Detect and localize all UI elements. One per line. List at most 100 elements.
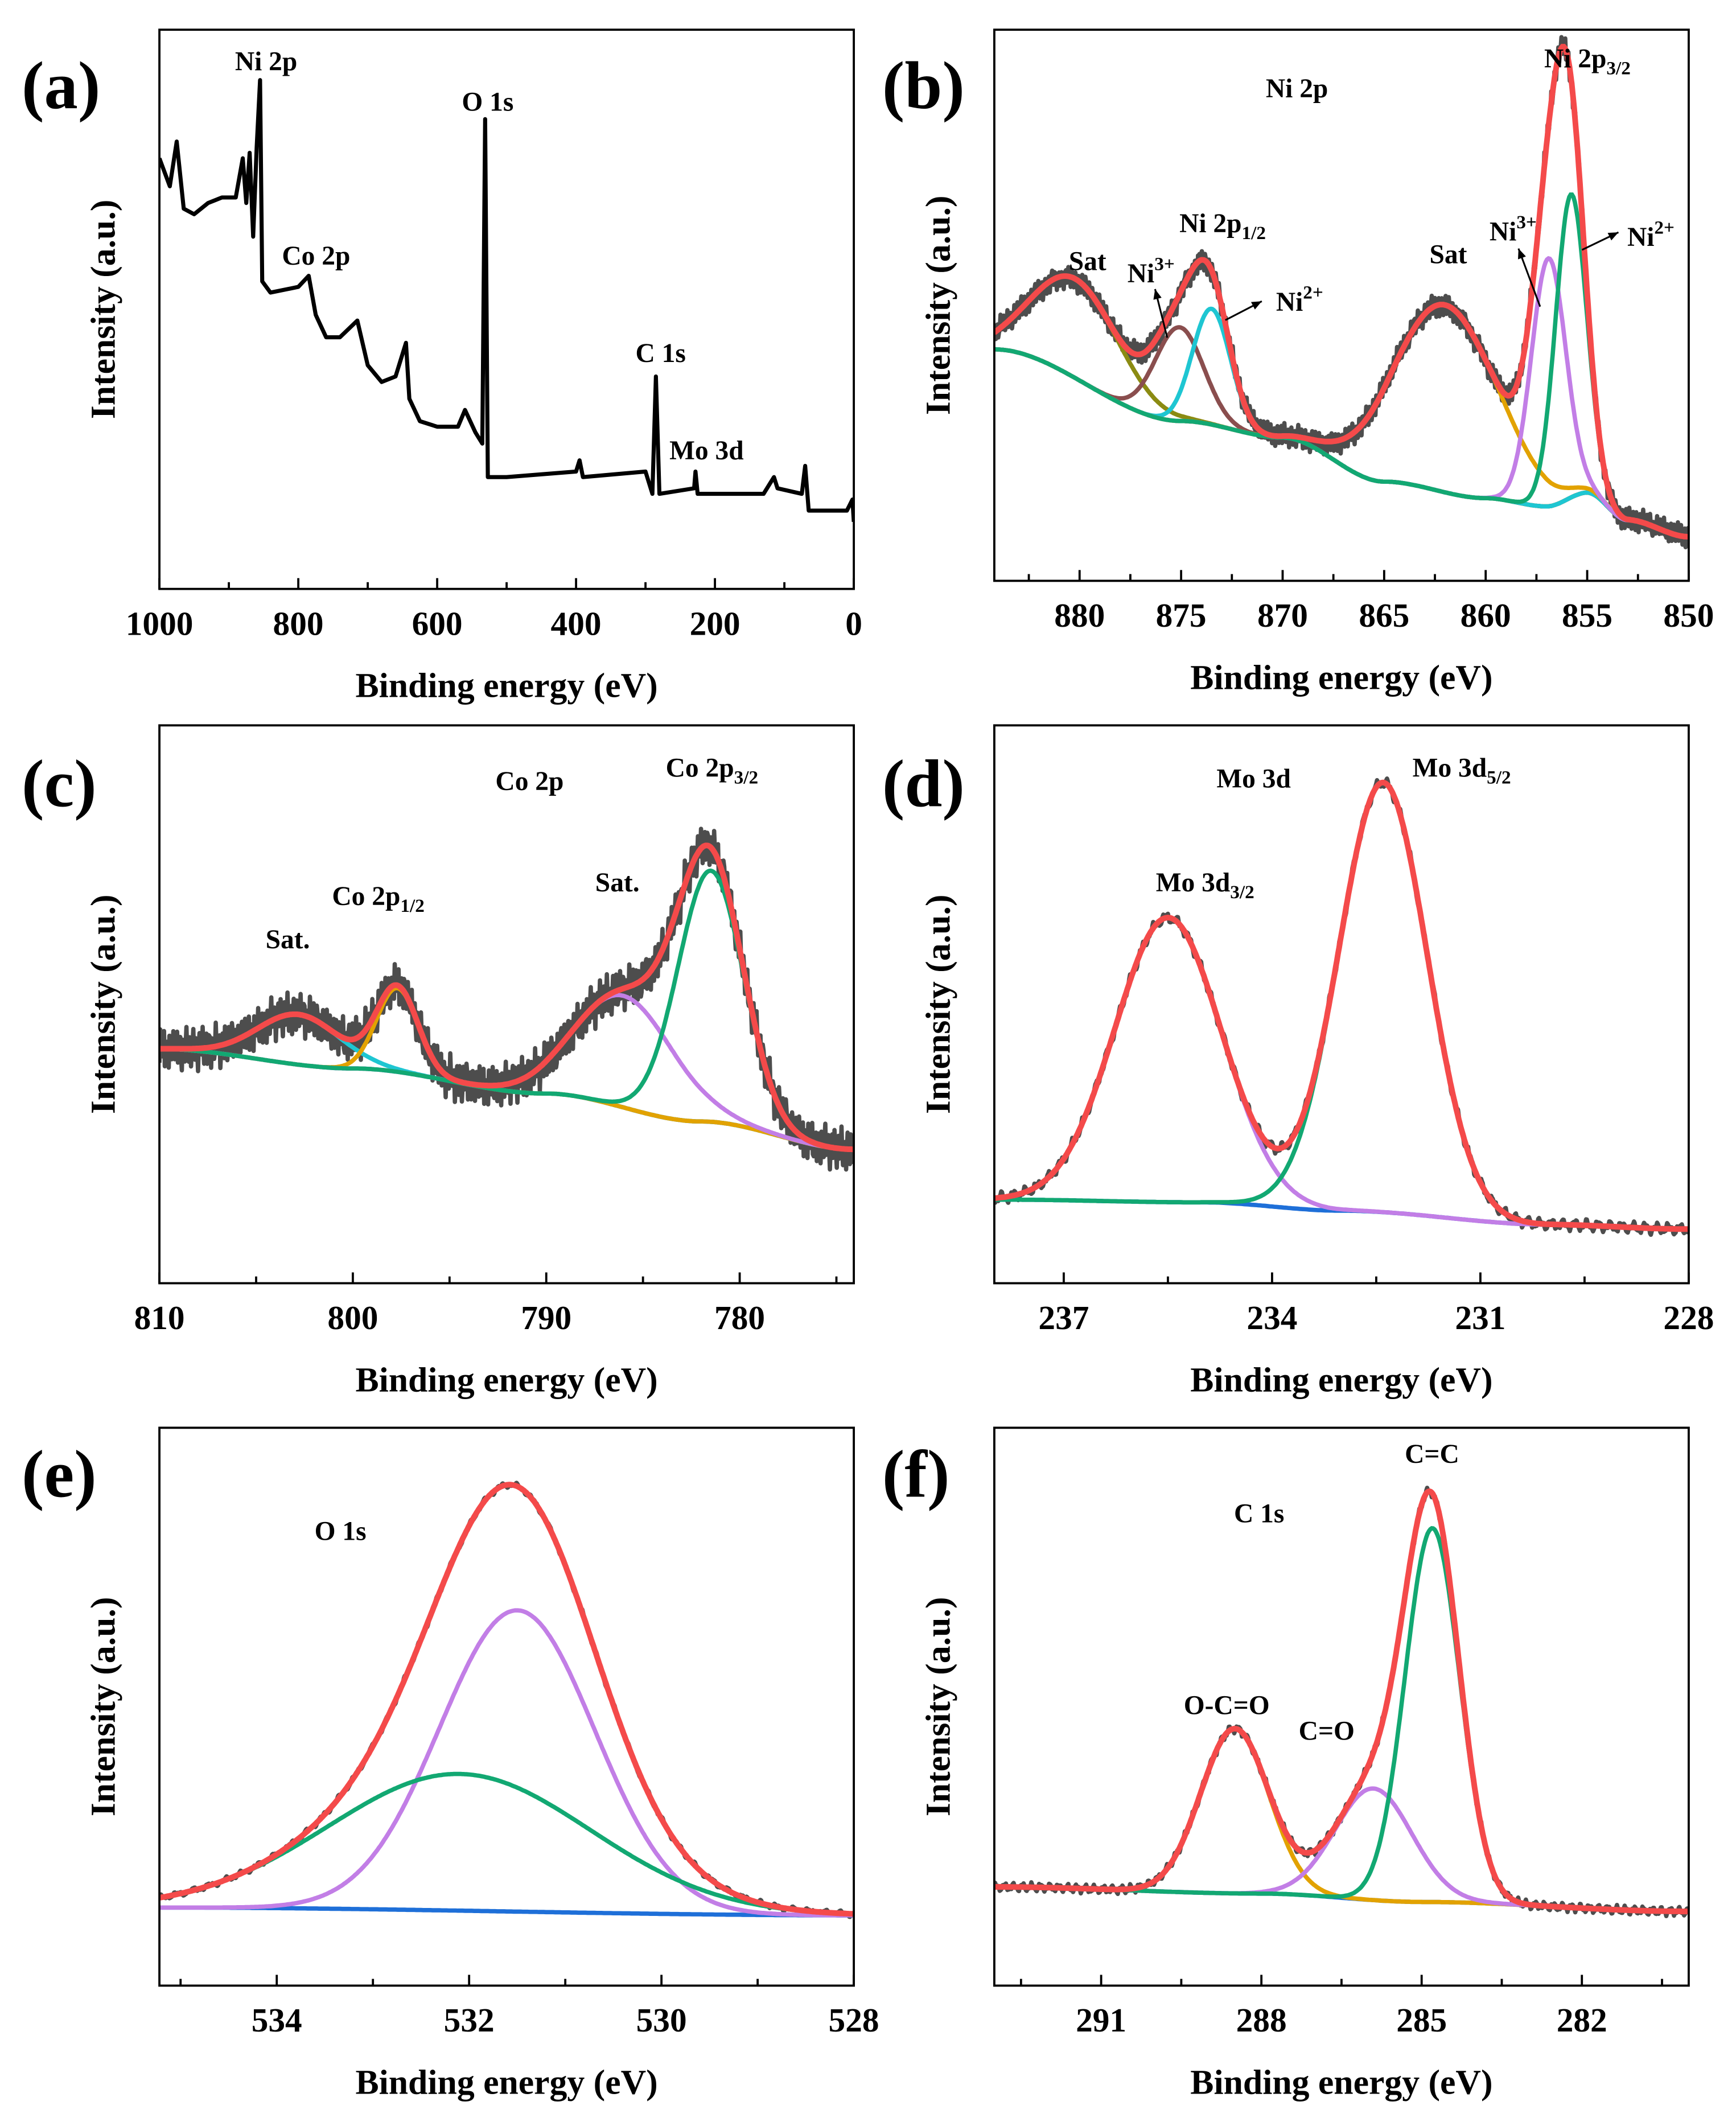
peak-annotation: Sat. [266,925,310,955]
raw-data-line [994,1486,1689,1919]
panel-d: 237 234 231 228 Binding energy (eV) Intensity… [882,724,1714,1399]
peak-annotation: C 1s [635,339,685,368]
x-axis-label: Binding energy (eV) [355,1360,657,1399]
panel-label: (e) [22,1436,97,1511]
raw-data-line [159,1480,854,1919]
annotation-main: Ni [1490,217,1516,246]
annotation-main: Mo 3d [1156,868,1231,898]
fit-component-3 [994,306,1689,539]
peak-annotation: Co 2p [495,767,563,796]
annotation-main: Co 2p [666,754,734,783]
annotation-superscript: 2+ [1303,282,1323,303]
y-axis-label: Intensity (a.u.) [919,895,958,1114]
panel-f: 291 288 285 282 Binding energy (eV) Intensity… [882,1426,1690,2101]
x-tick-label: 528 [829,2001,879,2039]
annotation-main: O-C=O [1184,1691,1270,1720]
annotation-subscript: 1/2 [400,895,424,916]
x-axis-label: Binding energy (eV) [1190,658,1492,697]
plot-frame [158,724,855,1285]
peak-annotation: Mo 3d5/2 [1413,754,1511,788]
peak-annotation: C=O [1299,1717,1355,1746]
annotation-main: Sat. [266,925,310,955]
annotation-superscript: 2+ [1654,217,1675,238]
annotation-superscript: 3+ [1516,212,1537,233]
x-tick-label: 875 [1156,597,1207,634]
peak-annotation: Ni2+ [1276,282,1323,316]
annotation-subscript: 1/2 [1242,223,1266,244]
peak-annotation: Ni3+ [1128,254,1175,289]
x-tick-label: 288 [1236,2001,1287,2039]
fit-component-2 [994,780,1689,1232]
x-tick-label: 285 [1396,2001,1447,2039]
annotation-main: Mo 3d [1216,764,1291,794]
peak-annotation: Ni 2p3/2 [1544,44,1631,79]
x-tick-label: 534 [252,2001,302,2039]
annotation-main: O 1s [462,88,513,117]
plot-frame [993,724,1690,1285]
x-tick-label: 800 [327,1299,378,1336]
x-tick-label: 231 [1455,1299,1505,1336]
panel-label: (b) [882,48,965,123]
annotation-main: Sat [1429,240,1467,270]
annotation-main: C 1s [1234,1499,1284,1528]
annotation-main: Ni 2p [1179,209,1241,238]
peak-annotation: Sat [1069,247,1106,277]
annotation-main: Co 2p [495,767,563,796]
background-line [159,1905,854,1918]
plot-area [159,1480,854,1919]
fit-component-2 [994,325,1689,539]
peak-annotation: Sat [1429,240,1467,270]
plot-frame [993,1426,1690,1987]
peak-annotation: Co 2p [282,241,350,271]
x-tick-label: 860 [1461,597,1511,634]
y-axis-label: Intensity (a.u.) [919,196,958,416]
annotation-main: C=O [1299,1717,1355,1746]
peak-annotation: Ni 2p1/2 [1179,209,1266,244]
fit-envelope-line [159,1482,854,1917]
fit-envelope-line [994,44,1689,540]
x-tick-label: 200 [690,604,741,642]
panel-e: 534 532 530 528 Binding energy (eV) Intensity… [22,1426,879,2101]
annotation-main: O 1s [315,1516,367,1546]
plot-area [994,1486,1689,1919]
annotation-main: Sat. [595,868,640,898]
x-tick-label: 237 [1038,1299,1089,1336]
panel-c: 810 800 790 780 Binding energy (eV) Intensity… [22,724,855,1399]
survey-spectrum-line [159,78,854,522]
x-tick-label: 530 [636,2001,687,2039]
annotation-main: Ni [1128,259,1154,289]
x-tick-label: 600 [412,604,463,642]
fit-component-4 [994,302,1689,539]
peak-annotation: C=C [1405,1440,1459,1469]
fit-envelope-line [994,779,1689,1232]
x-tick-label: 1000 [126,604,194,642]
peak-annotation: Ni3+ [1490,212,1537,246]
x-axis-label: Binding energy (eV) [355,667,657,705]
plot-frame [993,28,1690,582]
y-axis-label: Intensity (a.u.) [84,1597,123,1817]
plot-area [994,776,1689,1237]
annotation-main: Mo 3d [669,436,744,466]
annotation-main: Ni 2p [235,47,297,76]
x-axis-label: Binding energy (eV) [355,2063,657,2101]
peak-annotation: Ni 2p [235,47,297,76]
x-tick-label: 234 [1247,1299,1297,1336]
annotation-subscript: 3/2 [1606,58,1630,79]
arrow-head-icon [1250,301,1262,310]
annotation-main: Co 2p [282,241,350,271]
plot-area [159,826,854,1172]
plot-frame [158,1426,855,1987]
annotation-main: Ni 2p [1266,74,1328,104]
panel-b: 880 875 870 865 860 855 850 Binding energy (eV)… [882,28,1714,697]
peak-annotation: Sat. [595,868,640,898]
plot-area [994,35,1689,550]
fit-component-1 [994,274,1689,539]
raw-data-line [994,776,1689,1237]
panel-label: (a) [22,48,100,123]
fit-component-2 [159,1771,854,1917]
fit-envelope-line [994,1488,1689,1915]
x-tick-label: 850 [1663,597,1714,634]
y-axis-label: Intensity (a.u.) [84,895,123,1114]
annotation-main: Co 2p [332,882,400,911]
